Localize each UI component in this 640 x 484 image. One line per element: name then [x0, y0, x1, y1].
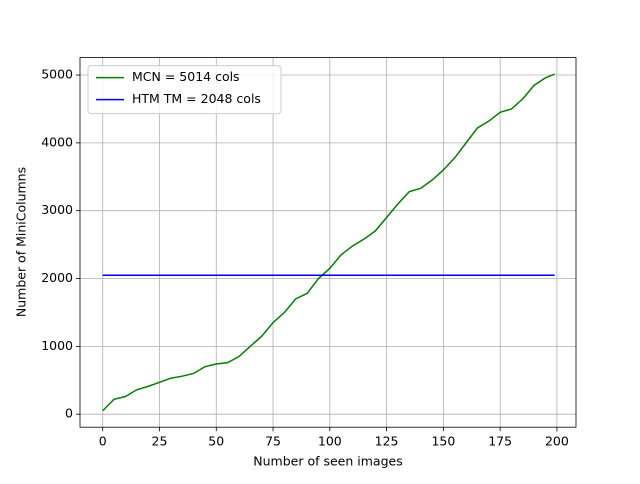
x-tick-label: 150	[431, 434, 455, 449]
y-tick-label: 1000	[41, 338, 73, 353]
legend: MCN = 5014 cols HTM TM = 2048 cols	[87, 65, 282, 115]
x-tick-label: 50	[208, 434, 224, 449]
x-tick-label: 25	[152, 434, 168, 449]
y-tick-label: 2000	[41, 270, 73, 285]
legend-box	[87, 65, 282, 115]
y-tick-label: 0	[65, 406, 73, 421]
legend-label: MCN = 5014 cols	[132, 69, 240, 84]
x-tick-label: 100	[318, 434, 342, 449]
x-tick-label: 125	[375, 434, 399, 449]
y-tick-label: 5000	[41, 67, 73, 82]
x-axis-label: Number of seen images	[253, 454, 402, 469]
legend-label: HTM TM = 2048 cols	[132, 91, 261, 106]
y-axis-label: Number of MiniColumns	[14, 167, 29, 317]
x-tick-label: 200	[545, 434, 569, 449]
y-tick-label: 4000	[41, 134, 73, 149]
plot-frame	[79, 57, 577, 428]
x-tick-label: 75	[265, 434, 281, 449]
data-line	[102, 73, 555, 412]
x-tick-label: 175	[488, 434, 512, 449]
x-tick-label: 0	[99, 434, 107, 449]
y-tick-label: 3000	[41, 202, 73, 217]
